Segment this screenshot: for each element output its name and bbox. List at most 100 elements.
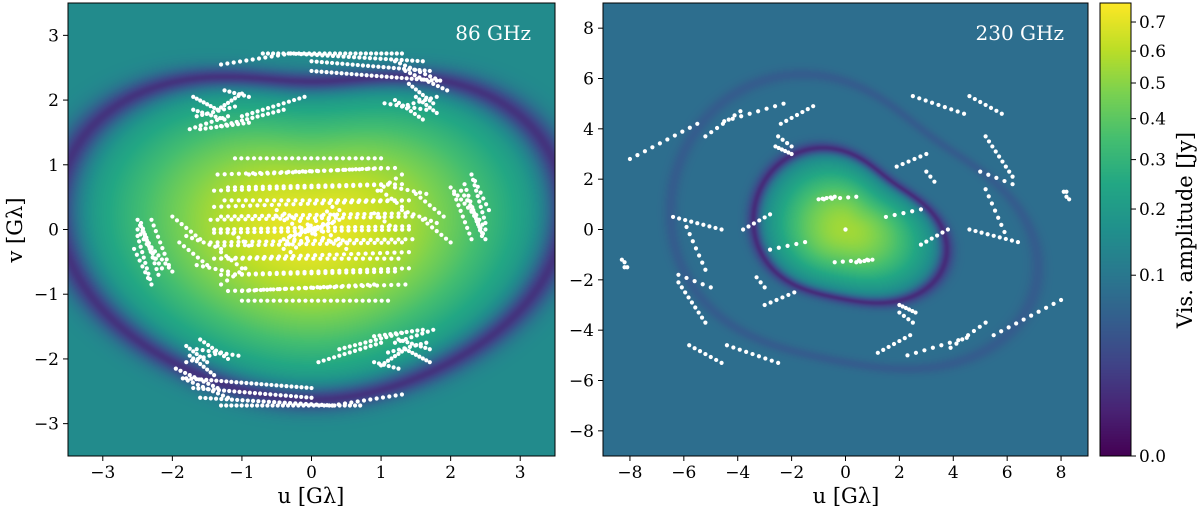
colorbar-tick-label: 0.1	[1139, 266, 1166, 286]
uv-point	[309, 169, 314, 174]
uv-point	[768, 300, 773, 305]
uv-point	[304, 256, 309, 261]
uv-point	[700, 260, 705, 265]
uv-point	[284, 298, 289, 303]
uv-point	[657, 141, 662, 146]
uv-point	[908, 333, 913, 338]
uv-point	[242, 390, 247, 395]
uv-point	[409, 76, 414, 81]
uv-point	[143, 270, 148, 275]
uv-point	[212, 256, 217, 261]
uv-point	[381, 184, 386, 189]
uv-point	[235, 122, 241, 127]
uv-point	[224, 351, 229, 356]
uv-point	[458, 208, 463, 213]
uv-point	[432, 206, 437, 212]
uv-point	[257, 216, 262, 222]
uv-point	[281, 271, 286, 276]
y-tick-label: −6	[569, 372, 594, 392]
uv-point	[296, 286, 301, 291]
uv-point	[428, 74, 433, 79]
uv-point	[275, 256, 280, 261]
uv-point	[227, 105, 232, 111]
uv-point	[246, 243, 251, 248]
uv-point	[420, 117, 425, 122]
uv-point	[997, 235, 1002, 240]
uv-point	[222, 243, 227, 248]
uv-point	[406, 266, 411, 271]
uv-point	[1051, 301, 1056, 306]
uv-point	[314, 402, 319, 407]
uv-point	[291, 202, 296, 207]
uv-point	[992, 208, 998, 213]
uv-point	[315, 285, 320, 290]
uv-point	[246, 120, 251, 125]
uv-point	[391, 65, 396, 71]
uv-point	[316, 169, 321, 174]
uv-point	[201, 355, 206, 360]
uv-point	[225, 185, 231, 190]
x-tick-label: 8	[1056, 463, 1067, 483]
uv-point	[193, 125, 198, 130]
uv-point	[392, 97, 398, 103]
uv-point	[151, 223, 156, 228]
uv-point	[820, 196, 825, 201]
uv-point	[379, 51, 384, 56]
uv-point	[276, 242, 282, 247]
uv-point	[1003, 164, 1008, 169]
uv-point	[373, 337, 378, 342]
uv-point	[213, 266, 218, 272]
uv-point	[756, 109, 761, 114]
uv-point	[993, 149, 998, 154]
uv-point	[999, 329, 1004, 334]
uv-point	[389, 214, 394, 219]
uv-point	[811, 104, 816, 109]
uv-point	[324, 403, 330, 408]
uv-point	[905, 353, 910, 358]
uv-point	[303, 228, 308, 233]
uv-point	[250, 217, 255, 222]
uv-point	[348, 212, 353, 217]
uv-point	[413, 87, 418, 92]
uv-point	[483, 220, 488, 226]
uv-point	[393, 176, 398, 181]
uv-point	[923, 98, 928, 103]
uv-point	[1010, 182, 1015, 187]
uv-point	[215, 391, 221, 396]
uv-point	[438, 78, 443, 83]
uv-point	[194, 262, 199, 268]
uv-point	[378, 340, 384, 345]
uv-point	[271, 298, 276, 303]
uv-point	[239, 298, 245, 303]
uv-point	[250, 198, 256, 203]
uv-point	[239, 185, 245, 190]
uv-point	[436, 210, 442, 215]
uv-point	[184, 343, 189, 349]
uv-point	[672, 133, 677, 138]
uv-point	[389, 196, 394, 201]
uv-point	[253, 213, 258, 219]
panel-label-86ghz: 86 GHz	[455, 21, 531, 45]
uv-point	[349, 71, 354, 77]
uv-point	[322, 168, 327, 173]
uv-point	[377, 215, 382, 220]
uv-point	[268, 392, 273, 397]
uv-point	[330, 53, 336, 59]
uv-point	[244, 403, 249, 408]
uv-point	[406, 348, 411, 354]
uv-point	[272, 226, 277, 231]
uv-point	[399, 186, 404, 191]
uv-point	[272, 198, 277, 203]
uv-point	[452, 191, 457, 197]
uv-point	[470, 205, 475, 210]
uv-point	[428, 96, 434, 101]
uv-point	[222, 217, 227, 222]
uv-point	[313, 253, 318, 258]
uv-point	[289, 256, 295, 261]
uv-point	[913, 310, 918, 315]
uv-point	[334, 252, 339, 257]
uv-point	[786, 292, 791, 298]
uv-point	[137, 239, 142, 244]
uv-point	[986, 139, 992, 144]
uv-point	[337, 353, 342, 358]
